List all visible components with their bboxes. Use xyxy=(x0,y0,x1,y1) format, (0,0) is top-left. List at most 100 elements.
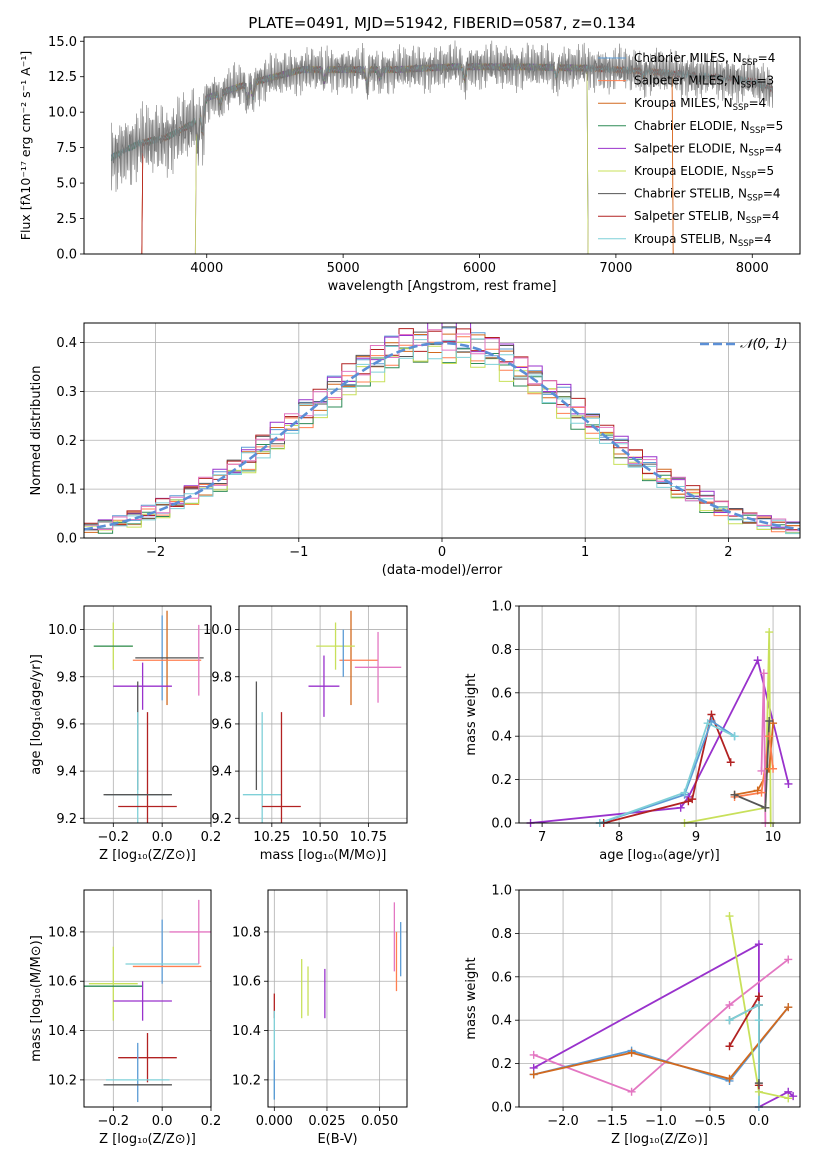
x-tick-label: −0.2 xyxy=(98,1114,130,1129)
weight-marker xyxy=(725,1001,734,1010)
weight-marker xyxy=(688,795,697,804)
y-tick-label: 9.4 xyxy=(56,765,77,780)
weight-marker xyxy=(753,656,762,665)
y-tick-label: 9.6 xyxy=(56,717,77,732)
plot-area xyxy=(110,40,773,254)
weight-marker xyxy=(754,1001,763,1010)
plot-area xyxy=(84,323,800,535)
y-tick-label: 0.4 xyxy=(491,1014,512,1029)
x-tick-label: 4000 xyxy=(190,261,223,276)
y-tick-label: 9.6 xyxy=(211,717,232,732)
legend-label: Salpeter ELODIE, NSSP=4 xyxy=(634,141,782,158)
y-tick-label: 9.2 xyxy=(211,812,232,827)
weight-marker xyxy=(761,803,770,812)
y-tick-label: 9.2 xyxy=(56,812,77,827)
plot-area xyxy=(530,631,790,823)
weight-marker xyxy=(757,766,766,775)
x-axis-label: Z [log₁₀(Z/Z⊙)] xyxy=(611,1132,708,1147)
weight-marker xyxy=(725,1042,734,1051)
x-tick-label: −1 xyxy=(289,545,308,560)
panel-weight-vs-Z: −2.0 −1.5 −1.0 −0.5 0.0 0.0 0.2 0.4 0.6 0.8 1.0 Z [… xyxy=(464,884,801,1147)
y-tick-label: 0.0 xyxy=(56,532,77,547)
x-axis-label: wavelength [Angstrom, rest frame] xyxy=(328,279,557,294)
weight-marker xyxy=(759,669,768,678)
y-tick-label: 0.0 xyxy=(491,1101,512,1116)
x-tick-label: 7 xyxy=(538,830,546,845)
x-tick-label: 0.2 xyxy=(201,830,222,845)
axes-frame xyxy=(238,605,408,824)
weight-marker xyxy=(726,758,735,767)
weight-marker xyxy=(725,1074,734,1083)
weight-marker xyxy=(529,1070,538,1079)
weight-line xyxy=(728,992,760,1086)
spectrum-data xyxy=(111,40,773,192)
weight-marker xyxy=(676,803,685,812)
normal-curve xyxy=(84,341,800,531)
weight-line xyxy=(530,657,790,823)
panel-spectrum: 4000 5000 6000 7000 8000 0.0 2.5 5.0 7.5 10.0 12.5… xyxy=(18,35,801,294)
weight-line xyxy=(603,711,732,823)
y-tick-label: 0.0 xyxy=(56,248,77,263)
plot-area xyxy=(273,902,402,1100)
x-tick-label: −0.2 xyxy=(98,830,130,845)
x-tick-label: 0.2 xyxy=(201,1114,222,1129)
y-tick-label: 10.2 xyxy=(232,1073,261,1088)
legend-label: Salpeter MILES, NSSP=3 xyxy=(634,74,774,91)
axes-frame xyxy=(83,889,212,1108)
y-axis-label: age [log₁₀(age/yr)] xyxy=(29,654,44,775)
weight-marker xyxy=(784,1003,793,1012)
weight-marker xyxy=(529,1050,538,1059)
legend-label: Kroupa ELODIE, NSSP=5 xyxy=(634,164,774,181)
y-tick-label: 0.2 xyxy=(491,773,512,788)
y-tick-label: 0.8 xyxy=(491,927,512,942)
x-tick-label: 0 xyxy=(438,545,446,560)
x-axis-label: Z [log₁₀(Z/Z⊙)] xyxy=(99,1132,196,1147)
x-axis-label: (data-model)/error xyxy=(382,563,503,578)
weight-marker xyxy=(784,779,793,788)
x-tick-label: −2.0 xyxy=(547,1114,579,1129)
y-tick-label: 10.8 xyxy=(232,925,261,940)
y-tick-label: 7.5 xyxy=(56,141,77,156)
y-tick-label: 9.8 xyxy=(56,670,77,685)
weight-line xyxy=(599,721,735,823)
x-tick-label: 10.75 xyxy=(350,830,387,845)
y-tick-label: 10.6 xyxy=(232,975,261,990)
y-tick-label: 5.0 xyxy=(56,177,77,192)
weight-line xyxy=(533,958,789,1093)
weight-marker xyxy=(725,912,734,921)
x-tick-label: 0.0 xyxy=(152,830,173,845)
weight-marker xyxy=(765,732,774,741)
y-tick-label: 0.4 xyxy=(56,336,77,351)
weight-marker xyxy=(789,1092,798,1101)
x-axis-label: mass [log₁₀(M/M⊙)] xyxy=(260,848,387,863)
y-axis-label: mass weight xyxy=(464,673,479,755)
x-tick-label: 0.050 xyxy=(361,1114,398,1129)
x-tick-label: −1.5 xyxy=(596,1114,628,1129)
figure-title: PLATE=0491, MJD=51942, FIBERID=0587, z=0… xyxy=(248,14,635,32)
y-tick-label: 10.0 xyxy=(203,623,232,638)
weight-line xyxy=(729,1003,760,1107)
x-tick-label: 10.50 xyxy=(301,830,338,845)
y-tick-label: 0.2 xyxy=(491,1057,512,1072)
y-tick-label: 10.6 xyxy=(48,975,77,990)
axes-frame xyxy=(267,889,408,1108)
y-tick-label: 0.6 xyxy=(491,686,512,701)
legend-label: Chabrier MILES, NSSP=4 xyxy=(634,51,775,68)
panel-age-vs-Z: −0.2 0.0 0.2 9.2 9.4 9.6 9.8 10.0 Z [log₁₀(Z/Z⊙)… xyxy=(29,605,222,863)
y-tick-label: 0.2 xyxy=(56,434,77,449)
x-tick-label: 0.000 xyxy=(256,1114,293,1129)
x-tick-label: 1 xyxy=(581,545,589,560)
y-tick-label: 10.2 xyxy=(48,1073,77,1088)
axes-frame xyxy=(518,889,801,1108)
x-tick-label: 0.0 xyxy=(749,1114,770,1129)
panel-mass-vs-Z: −0.2 0.0 0.2 10.2 10.4 10.6 10.8 Z [log₁₀(Z/Z⊙)… xyxy=(29,889,222,1147)
y-tick-label: 10.4 xyxy=(232,1024,261,1039)
x-tick-label: 9 xyxy=(692,830,700,845)
y-tick-label: 15.0 xyxy=(48,35,77,50)
weight-marker xyxy=(627,1087,636,1096)
weight-marker xyxy=(757,788,766,797)
y-tick-label: 10.8 xyxy=(48,925,77,940)
y-tick-label: 1.0 xyxy=(491,600,512,615)
x-tick-label: 10 xyxy=(765,830,782,845)
plot-area xyxy=(533,915,794,1107)
